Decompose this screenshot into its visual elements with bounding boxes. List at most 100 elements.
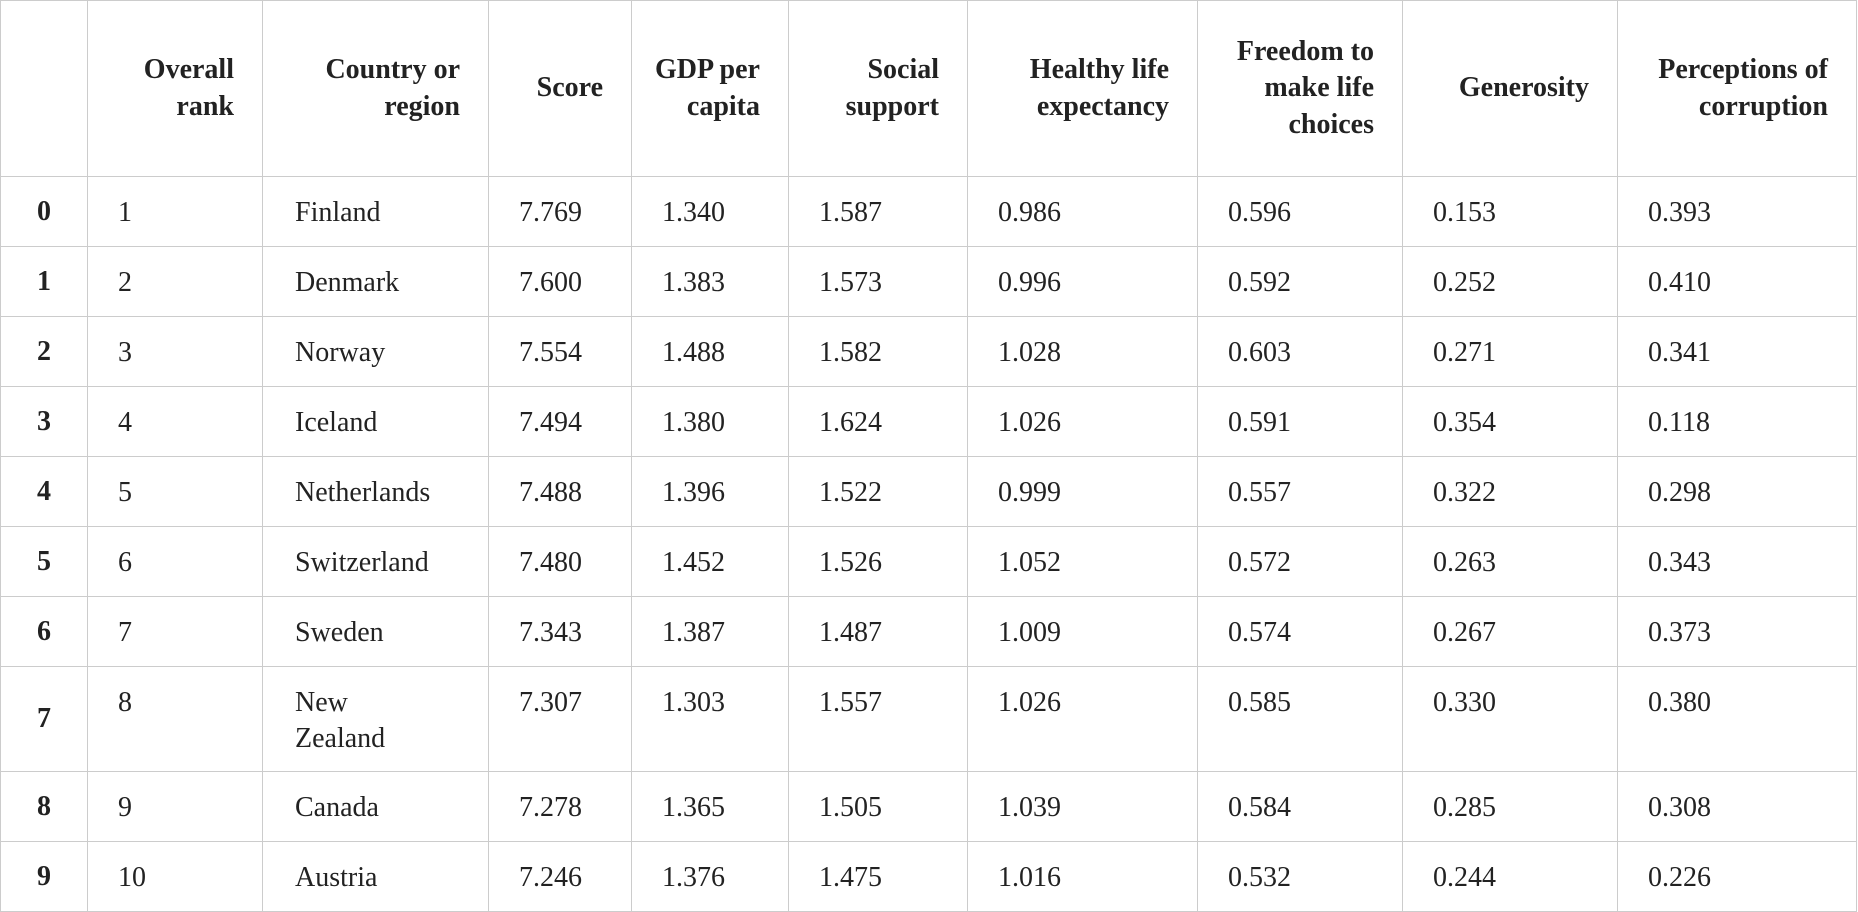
table-cell: 0.308 — [1617, 771, 1857, 842]
table-cell: Sweden — [262, 596, 489, 667]
table-cell: Austria — [262, 841, 489, 912]
table-cell: 1.487 — [788, 596, 968, 667]
table-cell: 0.393 — [1617, 176, 1857, 247]
table-cell: 0.285 — [1402, 771, 1618, 842]
table-cell: 1.488 — [631, 316, 789, 387]
table-cell: 1.026 — [967, 386, 1198, 457]
table-cell: 1.452 — [631, 526, 789, 597]
table-row: 1 2 Denmark 7.600 1.383 1.573 0.996 0.592 0.252 0… — [0, 246, 1857, 317]
column-header: Social support — [788, 0, 968, 177]
table-row: 3 4 Iceland 7.494 1.380 1.624 1.026 0.591 0.354 0… — [0, 386, 1857, 457]
table-cell: 7.494 — [488, 386, 632, 457]
table-row: 7 8 New Zealand 7.307 1.303 1.557 1.026 0.585 0.… — [0, 666, 1857, 772]
table-cell: 7.488 — [488, 456, 632, 527]
table-cell: 0.986 — [967, 176, 1198, 247]
table-cell: 0.592 — [1197, 246, 1403, 317]
table-cell: 0.330 — [1402, 666, 1618, 772]
table-header: Overall rank Country or region Score GDP pe… — [0, 0, 1857, 177]
table-cell: 0.572 — [1197, 526, 1403, 597]
column-header: Overall rank — [87, 0, 263, 177]
table-cell: 7.769 — [488, 176, 632, 247]
table-cell: Canada — [262, 771, 489, 842]
table-cell: 0.603 — [1197, 316, 1403, 387]
table-cell: 1.026 — [967, 666, 1198, 772]
table-cell: Norway — [262, 316, 489, 387]
table-cell: 7.307 — [488, 666, 632, 772]
table-cell: 1.557 — [788, 666, 968, 772]
table-cell: 7.343 — [488, 596, 632, 667]
table-cell: 0.532 — [1197, 841, 1403, 912]
table-cell: 2 — [87, 246, 263, 317]
table-cell: 0.267 — [1402, 596, 1618, 667]
table-cell: 0.343 — [1617, 526, 1857, 597]
table-cell: 0.584 — [1197, 771, 1403, 842]
column-header: Healthy life expectancy — [967, 0, 1198, 177]
table-cell: 0.596 — [1197, 176, 1403, 247]
table-row: 2 3 Norway 7.554 1.488 1.582 1.028 0.603 0.271 0.… — [0, 316, 1857, 387]
table-cell: 1.522 — [788, 456, 968, 527]
table-cell: 1 — [87, 176, 263, 247]
table-row: 0 1 Finland 7.769 1.340 1.587 0.986 0.596 0.153 0… — [0, 176, 1857, 247]
table-cell: 0.410 — [1617, 246, 1857, 317]
table-cell: 0.574 — [1197, 596, 1403, 667]
row-index: 1 — [0, 246, 88, 317]
table-cell: 9 — [87, 771, 263, 842]
table-cell: 7.600 — [488, 246, 632, 317]
table-cell: 1.380 — [631, 386, 789, 457]
table-row: 6 7 Sweden 7.343 1.387 1.487 1.009 0.574 0.267 0.… — [0, 596, 1857, 667]
column-header: Generosity — [1402, 0, 1618, 177]
table-cell: Switzerland — [262, 526, 489, 597]
table-cell: 10 — [87, 841, 263, 912]
table-cell: 1.009 — [967, 596, 1198, 667]
column-header: GDP per capita — [631, 0, 789, 177]
table-cell: 3 — [87, 316, 263, 387]
table-cell: 0.373 — [1617, 596, 1857, 667]
table-cell: 1.028 — [967, 316, 1198, 387]
table-cell: 1.383 — [631, 246, 789, 317]
row-index: 8 — [0, 771, 88, 842]
table-cell: 0.298 — [1617, 456, 1857, 527]
table-cell: 0.322 — [1402, 456, 1618, 527]
table-cell: 1.303 — [631, 666, 789, 772]
table-cell: 0.354 — [1402, 386, 1618, 457]
table-cell: 0.244 — [1402, 841, 1618, 912]
row-index: 3 — [0, 386, 88, 457]
table-cell: Iceland — [262, 386, 489, 457]
row-index: 4 — [0, 456, 88, 527]
table-cell: 4 — [87, 386, 263, 457]
column-header: Country or region — [262, 0, 489, 177]
table-cell: 7 — [87, 596, 263, 667]
table-row: 9 10 Austria 7.246 1.376 1.475 1.016 0.532 0.244… — [0, 841, 1857, 912]
table-cell: 8 — [87, 666, 263, 772]
table-cell: 1.582 — [788, 316, 968, 387]
row-index: 7 — [0, 666, 88, 772]
table-cell: 0.585 — [1197, 666, 1403, 772]
table-cell: 0.380 — [1617, 666, 1857, 772]
table-cell: 0.996 — [967, 246, 1198, 317]
table-row: 4 5 Netherlands 7.488 1.396 1.522 0.999 0.557 0.… — [0, 456, 1857, 527]
table-cell: 1.573 — [788, 246, 968, 317]
header-row: Overall rank Country or region Score GDP pe… — [0, 0, 1857, 177]
row-index: 0 — [0, 176, 88, 247]
table-cell: 0.252 — [1402, 246, 1618, 317]
table-cell: 0.591 — [1197, 386, 1403, 457]
row-index: 9 — [0, 841, 88, 912]
table-cell: Denmark — [262, 246, 489, 317]
table-cell: 6 — [87, 526, 263, 597]
table-cell: 1.505 — [788, 771, 968, 842]
table-cell: 0.271 — [1402, 316, 1618, 387]
table-cell: 5 — [87, 456, 263, 527]
table-row: 5 6 Switzerland 7.480 1.452 1.526 1.052 0.572 0.… — [0, 526, 1857, 597]
table-cell: 1.587 — [788, 176, 968, 247]
table-cell: 0.557 — [1197, 456, 1403, 527]
table-cell: 1.365 — [631, 771, 789, 842]
table-cell: 0.153 — [1402, 176, 1618, 247]
table-body: 0 1 Finland 7.769 1.340 1.587 0.986 0.596 0.153 0… — [0, 176, 1857, 912]
table-cell: 1.016 — [967, 841, 1198, 912]
column-header: Freedom to make life choices — [1197, 0, 1403, 177]
table-cell: Netherlands — [262, 456, 489, 527]
index-header — [0, 0, 88, 177]
table-cell: Finland — [262, 176, 489, 247]
